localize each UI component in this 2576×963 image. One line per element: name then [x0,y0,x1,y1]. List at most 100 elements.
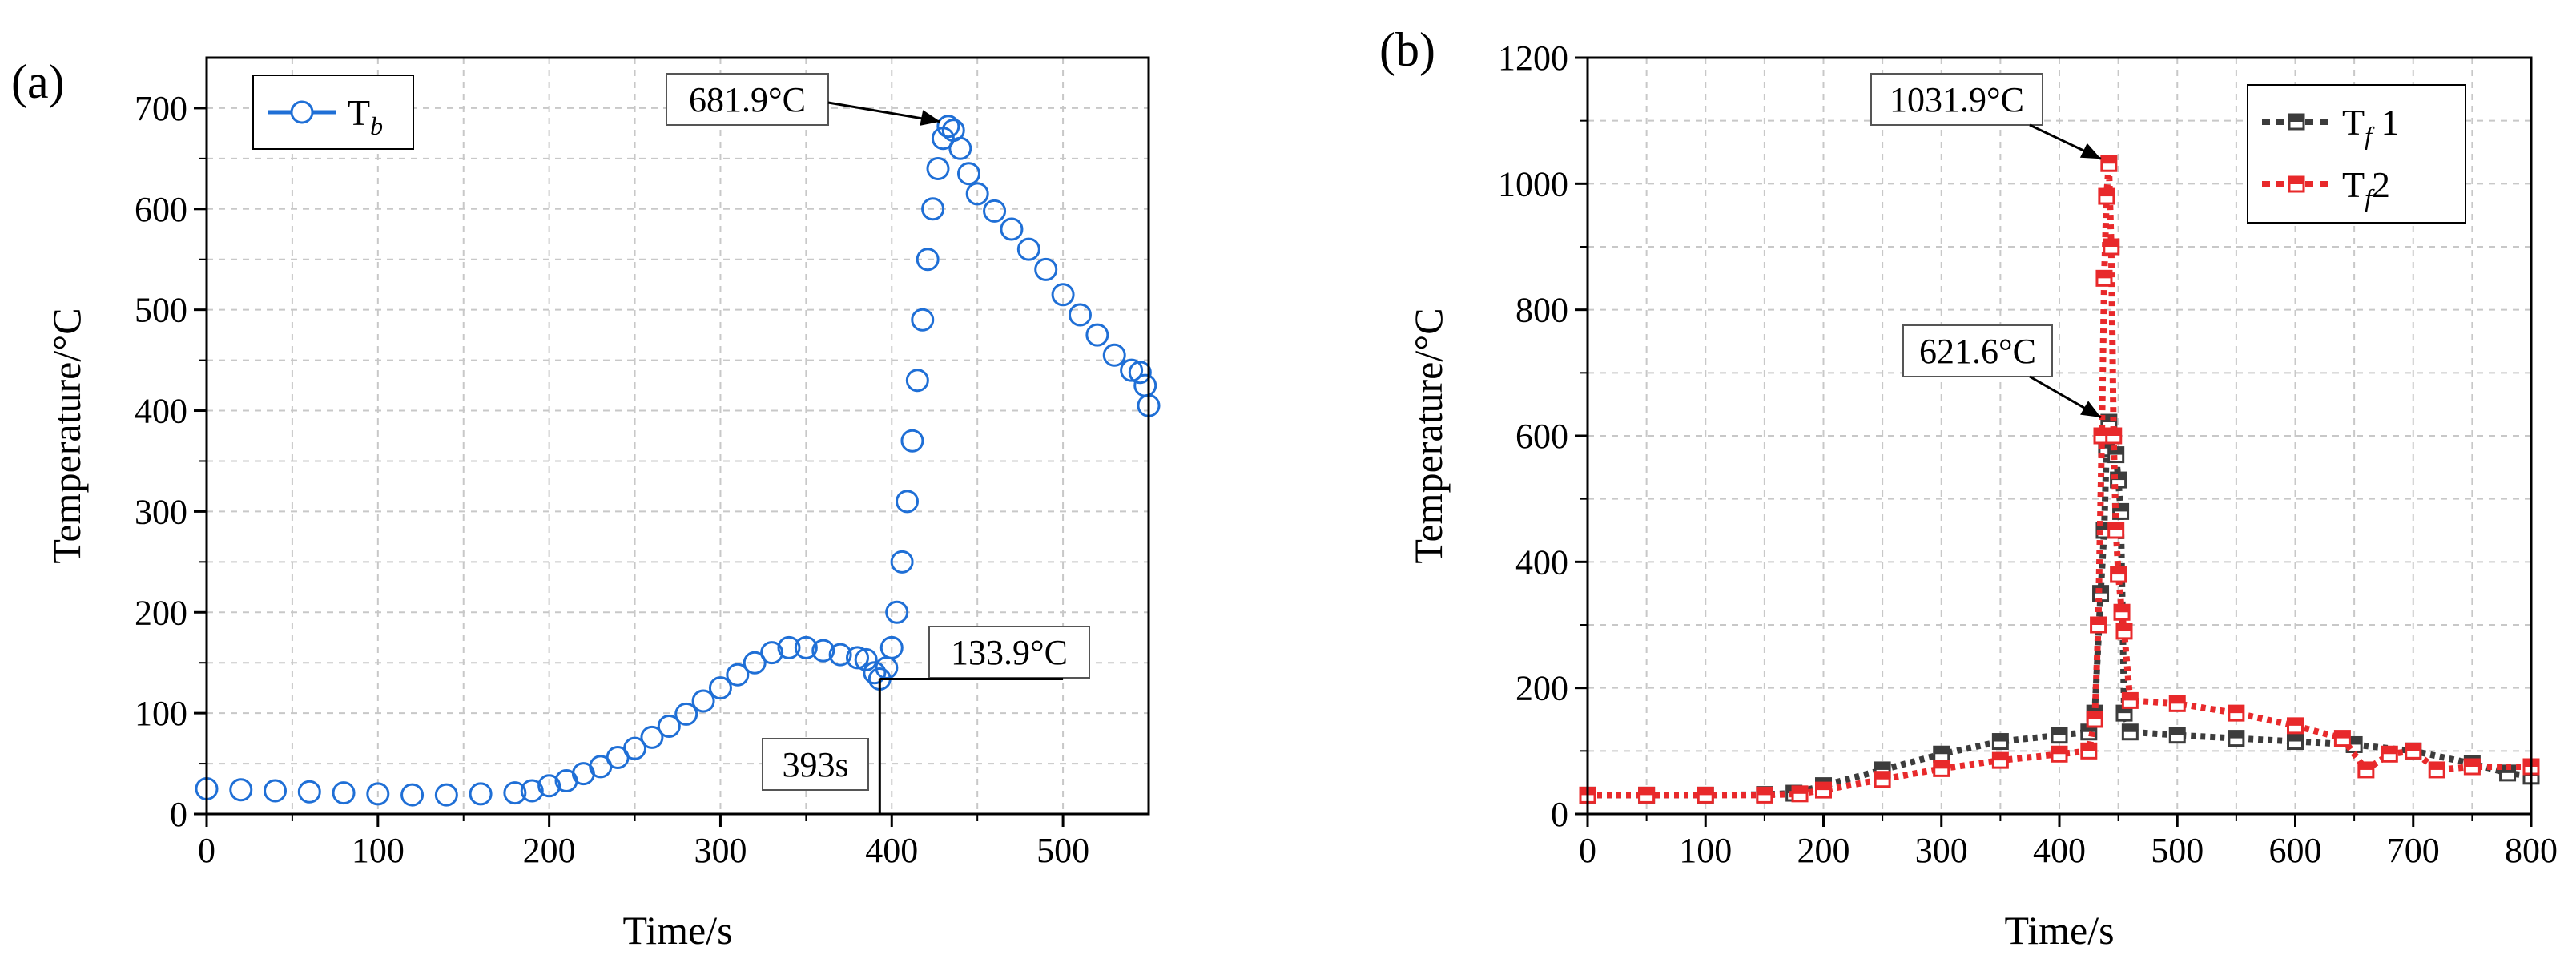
legend-box [2247,84,2466,224]
data-point-fill [2087,706,2103,714]
legend-name: T [2342,102,2365,143]
data-point [691,689,715,713]
legend-marker-fill [2289,115,2304,122]
annotation-label: 133.9°C [951,633,1068,672]
data-point-fill [2052,727,2067,735]
data-point [956,162,980,186]
data-point [900,429,924,453]
data-point-fill [1993,734,2008,742]
data-point [1000,217,1024,241]
data-point-fill [2103,240,2119,247]
data-point-fill [2405,743,2421,751]
y-tick-label: 600 [1515,417,1568,456]
data-point-fill [2052,747,2067,755]
data-point [777,635,801,659]
plot-frame [1586,56,2533,816]
y-tick-label: 0 [170,795,187,834]
data-point-fill [2170,727,2185,735]
y-tick-label: 600 [135,190,187,229]
annotation-label: 621.6°C [1919,332,2036,371]
data-point-fill [2096,523,2111,530]
legend-suffix: 2 [2372,164,2390,205]
y-tick-label: 200 [135,593,187,632]
data-point-fill [2382,747,2397,755]
y-tick-label: 400 [1515,542,1568,582]
annotation-arrowhead [2079,143,2101,159]
x-tick-label: 300 [1915,831,1968,870]
axis-ticks: 0 100 200 300 400 500 0 100 200 300 400 500 600 700 [135,89,1089,870]
data-point-fill [2095,429,2110,436]
data-point-fill [1934,747,1949,755]
data-point-fill [2091,618,2106,625]
y-tick-label: 1200 [1498,38,1568,78]
y-axis-title: Temperature/°C [1406,308,1451,563]
data-point [936,115,960,139]
data-point [469,782,493,806]
data-point-fill [2113,504,2128,512]
data-point [640,725,664,749]
data-point-fill [2429,762,2445,770]
annotation-arrowhead [2080,401,2101,418]
data-point [1128,361,1152,385]
data-point [828,643,852,667]
annotation-label: 681.9°C [689,80,806,119]
data-point-fill [2108,523,2123,530]
data-point [657,714,681,738]
data-point-fill [2465,760,2480,767]
data-point [726,663,750,687]
data-point [905,369,929,393]
data-point [743,651,767,675]
data-point-fill [2347,737,2362,745]
annotation-label: 1031.9°C [1890,80,2024,119]
data-point [879,635,904,659]
annotation-box [1902,324,2053,377]
data-point [854,647,878,671]
data-point-fill [2111,567,2126,575]
data-point-fill [2099,189,2114,197]
data-point-fill [1793,786,1808,794]
data-point [921,197,945,221]
data-point-fill [1875,772,1890,780]
data-point-fill [2123,724,2138,732]
data-point-fill [2335,731,2350,739]
data-point [1034,257,1058,281]
legend-name: T [348,92,370,133]
legend-label: Tb [348,92,383,140]
series-2 [1579,155,2540,804]
annotations: 681.9°C 133.9°C 393s [666,73,1090,814]
data-point [1120,358,1144,382]
legend-subscript: b [370,111,383,140]
data-point [885,600,909,624]
data-point [264,779,288,803]
legend: Tb [252,75,414,150]
data-point-fill [2108,447,2123,455]
data-point-fill [2081,743,2096,751]
data-point-fill [2099,441,2114,449]
data-point-fill [2288,734,2303,742]
data-point-fill [2111,473,2126,481]
annotation-box [928,626,1090,679]
y-tick-label: 800 [1515,291,1568,330]
data-point-fill [2123,693,2138,701]
y-tick-label: 100 [135,694,187,733]
data-point-fill [2101,415,2116,423]
data-point-fill [2288,718,2303,726]
data-point [916,248,940,272]
data-point [520,779,544,803]
data-point [297,780,321,804]
data-point [846,646,870,670]
data-point-fill [2358,762,2373,770]
data-point-fill [2116,623,2131,631]
y-tick-label: 300 [135,492,187,531]
data-point-fill [2228,731,2244,739]
data-point [1068,303,1092,327]
y-tick-label: 1000 [1498,164,1568,203]
data-point-fill [2096,271,2111,279]
x-tick-label: 0 [198,831,215,870]
x-tick-label: 700 [2387,831,2440,870]
x-tick-label: 600 [2269,831,2322,870]
data-point-fill [1816,783,1831,791]
y-tick-label: 500 [135,291,187,330]
data-point-fill [1875,762,1890,770]
data-point-fill [2116,706,2131,714]
